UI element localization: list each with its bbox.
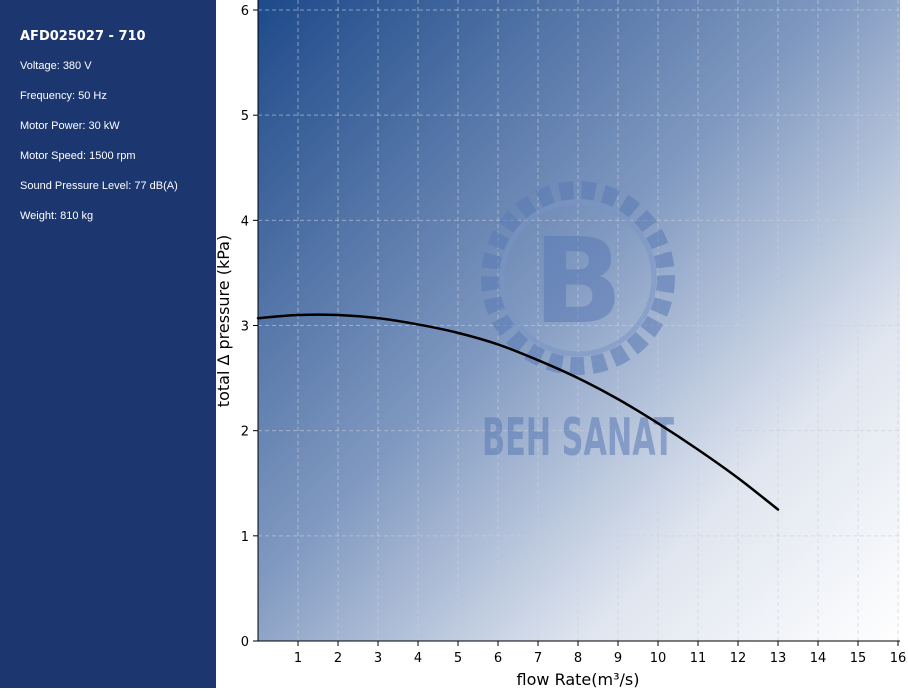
fan-curve-chart: B BEH SANAT 1 2 3 4 5 6 7 8 9 10 11 12 13 14 15 1601234… bbox=[214, 0, 907, 689]
watermark-ring bbox=[499, 199, 657, 357]
y-tick-label: 3 bbox=[241, 320, 249, 335]
spec-sound-level: Sound Pressure Level: 77 dB(A) bbox=[20, 180, 178, 192]
spec-voltage: Voltage: 380 V bbox=[20, 60, 92, 72]
x-tick-label: 15 bbox=[850, 651, 867, 666]
watermark-gear bbox=[481, 181, 675, 375]
x-tick-label: 6 bbox=[494, 651, 502, 666]
plot-background bbox=[258, 0, 900, 641]
x-tick-label: 16 bbox=[890, 651, 907, 666]
x-tick-label: 10 bbox=[650, 651, 667, 666]
y-tick-label: 0 bbox=[241, 635, 249, 650]
x-tick-label: 1 bbox=[294, 651, 302, 666]
y-tick-label: 2 bbox=[241, 425, 249, 440]
data-series bbox=[256, 313, 780, 511]
y-axis-label: total Δ pressure (kPa) bbox=[216, 235, 233, 407]
pressure-curve-line bbox=[256, 313, 780, 511]
x-tick-label: 9 bbox=[614, 651, 622, 666]
x-tick-label: 7 bbox=[534, 651, 542, 666]
watermark-logo: B BEH SANAT bbox=[481, 181, 675, 468]
x-tick-label: 13 bbox=[770, 651, 787, 666]
watermark-letter: B bbox=[533, 212, 623, 350]
x-tick-label: 11 bbox=[690, 651, 707, 666]
watermark-text: BEH SANAT bbox=[482, 408, 674, 468]
spec-sidebar: AFD025027 - 710 Voltage: 380 V Frequency… bbox=[0, 0, 216, 688]
y-tick-label: 1 bbox=[241, 530, 249, 545]
spec-motor-power: Motor Power: 30 kW bbox=[20, 120, 120, 132]
x-tick-label: 3 bbox=[374, 651, 382, 666]
x-tick-label: 4 bbox=[414, 651, 422, 666]
x-tick-label: 8 bbox=[574, 651, 582, 666]
y-tick-label: 5 bbox=[241, 109, 249, 124]
spec-frequency: Frequency: 50 Hz bbox=[20, 90, 107, 102]
y-tick-label: 6 bbox=[241, 4, 249, 19]
y-tick-label: 4 bbox=[241, 214, 249, 229]
x-tick-label: 14 bbox=[810, 651, 827, 666]
spec-weight: Weight: 810 kg bbox=[20, 210, 94, 222]
x-axis-label: flow Rate(m³/s) bbox=[517, 670, 640, 688]
spec-motor-speed: Motor Speed: 1500 rpm bbox=[20, 150, 136, 162]
chart-area: B BEH SANAT 1 2 3 4 5 6 7 8 9 10 11 12 13 14 15 16 0 1 2 3 4… bbox=[214, 0, 908, 689]
fan-model-title: AFD025027 - 710 bbox=[20, 29, 146, 44]
grid-lines bbox=[258, 0, 900, 641]
x-tick-label: 5 bbox=[454, 651, 462, 666]
x-tick-label: 2 bbox=[334, 651, 342, 666]
x-tick-label: 12 bbox=[730, 651, 747, 666]
